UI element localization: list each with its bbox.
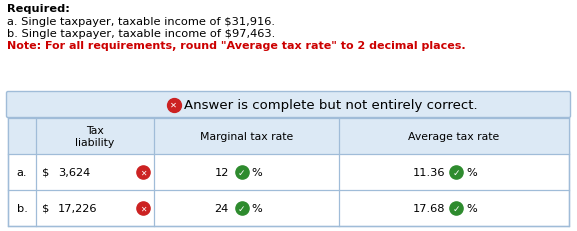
Bar [8, 119, 569, 226]
Text: Required:: Required: [7, 4, 70, 14]
Text: 24: 24 [215, 203, 228, 213]
Text: $: $ [42, 167, 50, 177]
Text: 17.68: 17.68 [413, 203, 445, 213]
Text: %: % [252, 167, 263, 177]
Text: Tax
liability: Tax liability [76, 125, 115, 148]
Text: b.: b. [17, 203, 28, 213]
Text: %: % [252, 203, 263, 213]
Text: ✓: ✓ [452, 168, 460, 177]
Text: 3,624: 3,624 [58, 167, 90, 177]
FancyBboxPatch shape [6, 92, 571, 118]
Text: ✓: ✓ [452, 204, 460, 213]
Text: Average tax rate: Average tax rate [409, 131, 500, 141]
Text: a. Single taxpayer, taxable income of $31,916.: a. Single taxpayer, taxable income of $3… [7, 17, 275, 27]
Text: b. Single taxpayer, taxable income of $97,463.: b. Single taxpayer, taxable income of $9… [7, 29, 275, 39]
Text: a.: a. [17, 167, 27, 177]
Text: Answer is complete but not entirely correct.: Answer is complete but not entirely corr… [185, 99, 478, 112]
Bar [8, 119, 569, 154]
Text: 17,226: 17,226 [58, 203, 98, 213]
Text: $: $ [42, 203, 50, 213]
Text: Marginal tax rate: Marginal tax rate [200, 131, 293, 141]
Text: 12: 12 [214, 167, 228, 177]
Text: %: % [466, 203, 477, 213]
Text: 11.36: 11.36 [413, 167, 445, 177]
Text: ✓: ✓ [238, 204, 245, 213]
Text: %: % [466, 167, 477, 177]
Text: Note: For all requirements, round "Average tax rate" to 2 decimal places.: Note: For all requirements, round "Avera… [7, 41, 466, 51]
Text: ✕: ✕ [140, 204, 146, 213]
Text: ✕: ✕ [170, 100, 177, 109]
Text: ✓: ✓ [238, 168, 245, 177]
Text: ✕: ✕ [140, 168, 146, 177]
